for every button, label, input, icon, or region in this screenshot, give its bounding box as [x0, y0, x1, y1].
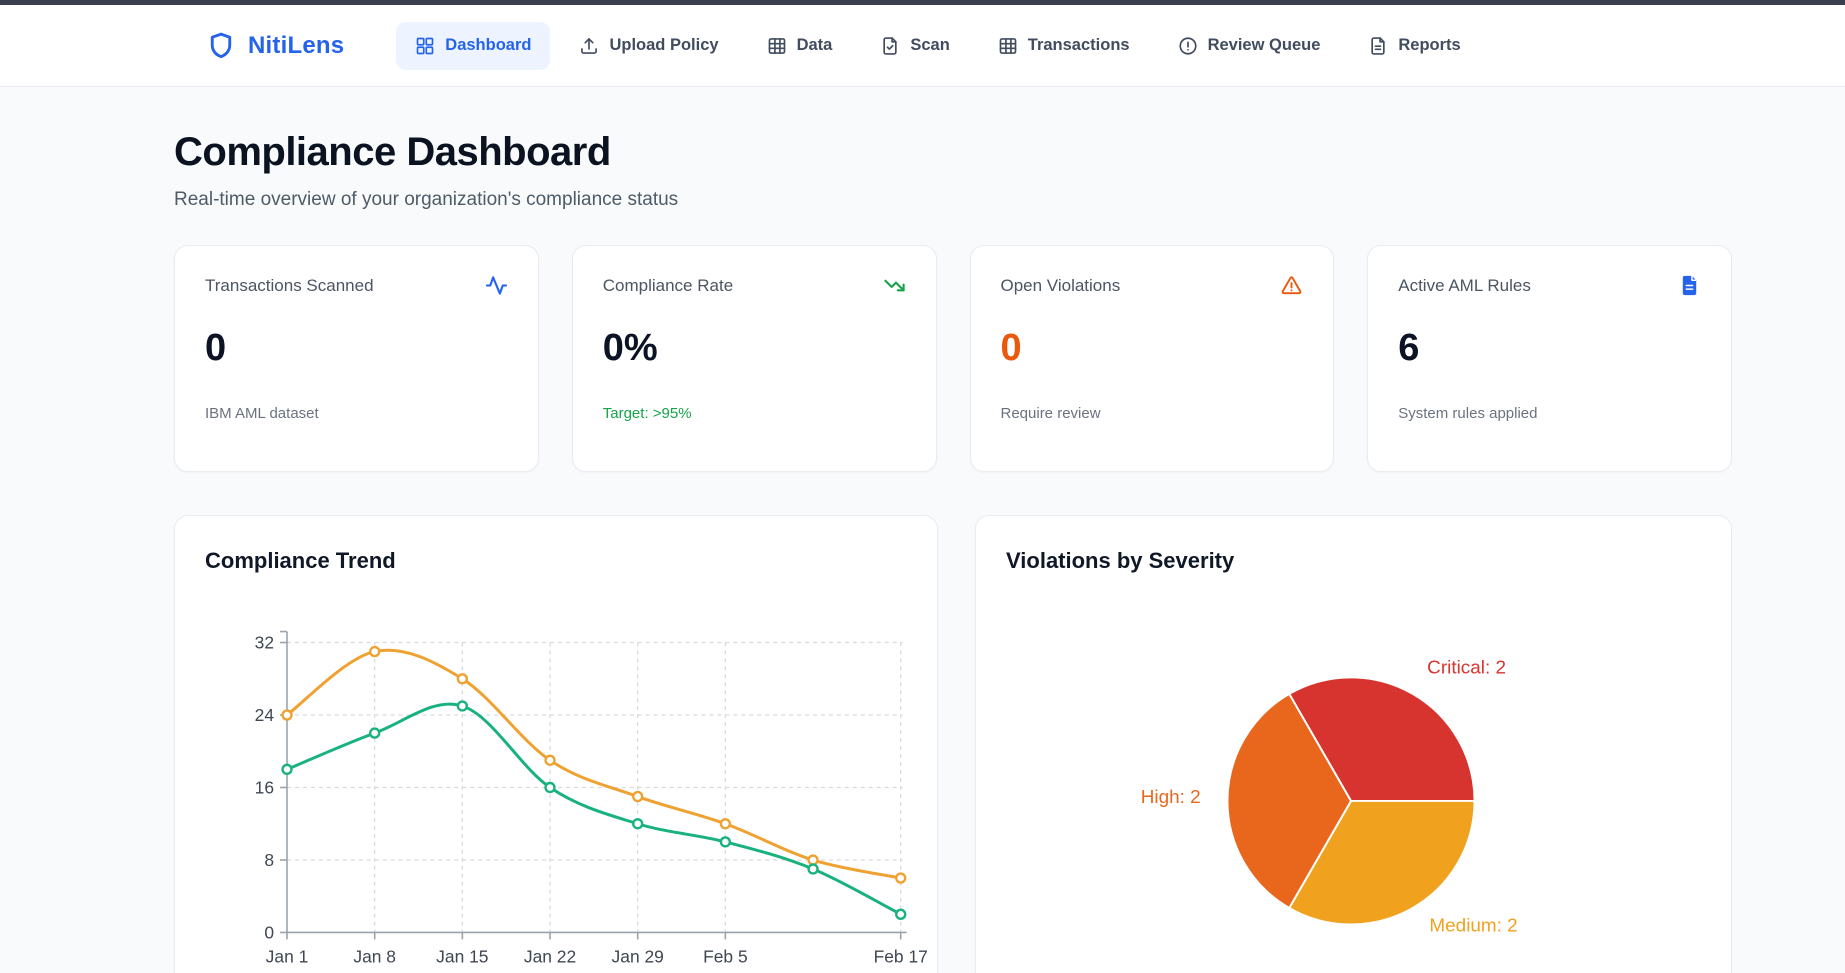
svg-text:24: 24 [255, 705, 275, 725]
stat-card-value: 6 [1398, 327, 1420, 369]
layout-grid-icon [415, 36, 435, 56]
brand-name: NitiLens [248, 31, 345, 59]
nav-item-reports[interactable]: Reports [1349, 22, 1479, 70]
stat-card-value: 0 [1000, 327, 1022, 369]
nav-item-label: Upload Policy [609, 36, 719, 54]
stat-card-header: Compliance Rate [603, 274, 906, 297]
stat-card-open-violations: Open Violations 0 Require review [969, 245, 1335, 472]
nav-item-review-queue[interactable]: Review Queue [1159, 22, 1340, 70]
violations-severity-card: Violations by Severity Critical: 2 Medium… [975, 515, 1732, 973]
svg-text:32: 32 [255, 633, 274, 653]
stat-card-footer: IBM AML dataset [205, 405, 319, 422]
stat-card-active-aml-rules: Active AML Rules 6 System rules applied [1367, 245, 1732, 472]
page-subtitle: Real-time overview of your organization'… [174, 189, 679, 210]
svg-text:Jan 29: Jan 29 [612, 946, 664, 966]
stat-card-header: Transactions Scanned [205, 274, 508, 297]
page-title: Compliance Dashboard [174, 130, 611, 174]
svg-text:Jan 8: Jan 8 [353, 946, 396, 966]
nav-item-transactions[interactable]: Transactions [979, 22, 1149, 70]
alert-triangle-icon [1280, 274, 1303, 297]
upload-icon [579, 36, 599, 56]
nav-item-data[interactable]: Data [748, 22, 852, 70]
trend-chart-title: Compliance Trend [205, 548, 396, 573]
compliance-trend-card: Compliance Trend 0 8 16 24 32 Jan 1 Jan 8 Jan 1… [174, 515, 938, 973]
nav-inner: NitiLens Dashboard Upload Policy Data Scan T… [206, 21, 1480, 70]
shield-icon [206, 31, 236, 61]
nav-item-label: Scan [910, 36, 950, 54]
trending-down-icon [883, 274, 906, 297]
alert-circle-icon [1178, 36, 1198, 56]
stats-row: Transactions Scanned 0 IBM AML dataset Comp… [174, 245, 1732, 472]
brand-logo[interactable]: NitiLens [206, 31, 344, 61]
stat-card-label: Open Violations [1000, 275, 1121, 295]
svg-text:0: 0 [264, 922, 274, 942]
file-text-icon [1368, 36, 1388, 56]
compliance-trend-line-chart: 0 8 16 24 32 Jan 1 Jan 8 Jan 15 Jan 22 Jan 29 Feb … [255, 630, 928, 966]
nav-item-dashboard[interactable]: Dashboard [396, 21, 551, 70]
svg-text:Jan 22: Jan 22 [524, 946, 576, 966]
file-check-icon [880, 36, 900, 56]
nav-item-label: Reports [1398, 36, 1461, 54]
activity-icon [485, 274, 508, 297]
stat-card-footer: Require review [1000, 405, 1101, 422]
violations-severity-pie-chart: Critical: 2 Medium: 2 High: 2 [1141, 657, 1518, 936]
stat-card-label: Active AML Rules [1398, 275, 1531, 295]
svg-text:16: 16 [255, 777, 274, 797]
nav-item-upload-policy[interactable]: Upload Policy [560, 22, 737, 70]
file-text-filled-icon [1678, 274, 1701, 297]
svg-text:Medium: 2: Medium: 2 [1429, 915, 1517, 936]
stat-card-footer: System rules applied [1398, 405, 1538, 422]
nav-item-label: Review Queue [1207, 36, 1321, 54]
nav-item-label: Transactions [1027, 36, 1130, 54]
pie-chart-title: Violations by Severity [1006, 548, 1235, 573]
table-icon [998, 36, 1018, 56]
svg-text:Jan 1: Jan 1 [266, 946, 309, 966]
stat-card-header: Active AML Rules [1398, 274, 1701, 297]
nav-item-label: Dashboard [445, 36, 532, 54]
svg-text:High: 2: High: 2 [1141, 787, 1201, 808]
nav-item-label: Data [796, 36, 833, 54]
stat-card-footer: Target: >95% [602, 405, 692, 422]
svg-text:Jan 15: Jan 15 [436, 946, 488, 966]
svg-text:Feb 17: Feb 17 [874, 946, 928, 966]
table-icon [767, 36, 787, 56]
stat-card-label: Compliance Rate [602, 275, 734, 295]
svg-text:Feb 5: Feb 5 [703, 946, 748, 966]
svg-text:Critical: 2: Critical: 2 [1427, 657, 1506, 678]
nav-items: Dashboard Upload Policy Data Scan Transactio… [396, 21, 1479, 70]
stat-card-compliance-rate: Compliance Rate 0% Target: >95% [571, 245, 937, 472]
charts-row: Compliance Trend 0 8 16 24 32 Jan 1 Jan 8 Jan 1… [174, 515, 1732, 973]
nav-item-scan[interactable]: Scan [861, 22, 968, 70]
stat-card-header: Open Violations [1001, 274, 1304, 297]
main-content: Compliance Dashboard Real-time overview … [174, 87, 1732, 973]
svg-text:8: 8 [264, 850, 274, 870]
stat-card-label: Transactions Scanned [205, 275, 374, 295]
stat-card-transactions-scanned: Transactions Scanned 0 IBM AML dataset [174, 245, 539, 472]
window-top-strip [0, 0, 1845, 5]
stat-card-value: 0% [602, 327, 658, 369]
top-navigation-bar: NitiLens Dashboard Upload Policy Data Scan T… [0, 5, 1845, 87]
stat-card-value: 0 [205, 327, 227, 369]
